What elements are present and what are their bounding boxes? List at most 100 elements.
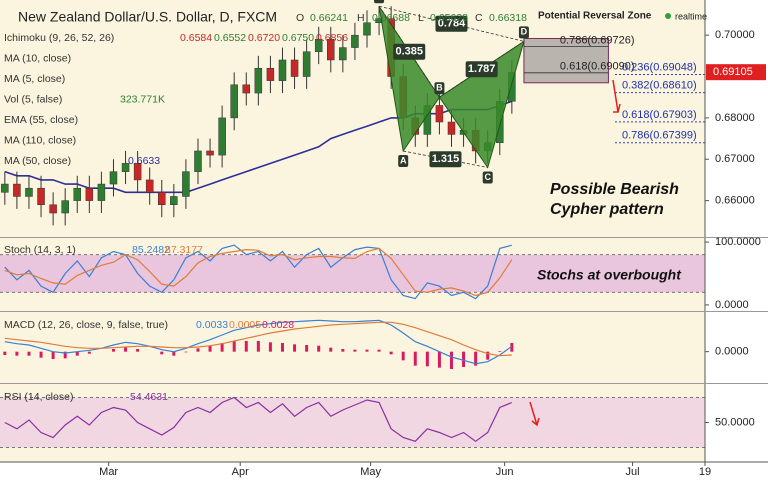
histogram-bar: [413, 351, 417, 366]
histogram-bar: [341, 349, 345, 352]
candle-body: [49, 204, 57, 214]
fib-label: 0.236(0.69048): [622, 61, 697, 73]
candle-body: [351, 34, 359, 48]
histogram-bar: [268, 342, 272, 352]
histogram-bar: [196, 348, 200, 352]
histogram-bar: [389, 351, 393, 355]
indicator-line: [4, 247, 513, 297]
ohlc: L: [418, 12, 424, 24]
candle-body: [266, 67, 275, 81]
fib-label: 0.618(0.67903): [622, 109, 697, 121]
histogram-bar: [87, 351, 91, 354]
indicator-name: MA (10, close): [4, 52, 71, 64]
histogram-bar: [280, 343, 284, 352]
point-label: D: [521, 27, 528, 37]
indicator-value: 0.0033: [196, 319, 228, 331]
annotation: Cypher pattern: [550, 201, 664, 218]
indicator-line: [4, 396, 513, 443]
y-tick-label: 0.68000: [715, 112, 755, 124]
indicator-value: 0.6584: [180, 32, 212, 44]
ratio-box: [465, 61, 498, 78]
histogram-bar: [136, 349, 140, 352]
indicator-name: MA (5, close): [4, 73, 65, 85]
indicator-name: EMA (55, close): [4, 114, 78, 126]
y-tick-label: 100.0000: [715, 236, 761, 248]
annotation: Possible Bearish: [550, 181, 679, 198]
arrow: [529, 401, 540, 427]
candle-body: [121, 163, 130, 172]
histogram-bar: [160, 351, 164, 355]
ratio-box: [393, 43, 426, 60]
candle-body: [230, 84, 238, 119]
indicator-value: 0.0005: [229, 319, 261, 331]
candle-body: [182, 171, 190, 197]
histogram-bar: [486, 351, 490, 360]
panel-title: MACD (12, 26, close, 9, false, true): [4, 319, 168, 331]
histogram-bar: [305, 345, 309, 352]
x-tick-label: Jul: [626, 466, 640, 478]
band: [0, 397, 705, 448]
point-box: [518, 26, 529, 39]
point-box: [374, 0, 385, 4]
indicator-value: 87.3177: [165, 244, 203, 256]
ohlc: 0.66318: [489, 12, 527, 24]
histogram-bar: [63, 351, 67, 359]
candle-body: [1, 183, 9, 193]
candle-body: [170, 196, 178, 205]
histogram-bar: [437, 351, 441, 368]
ohlc: C: [475, 12, 483, 24]
indicator-name: Ichimoku (9, 26, 52, 26): [4, 32, 114, 44]
last-price-label: 0.69105: [713, 66, 753, 78]
ohlc: 0.66688: [372, 12, 410, 24]
candle-body: [61, 200, 69, 214]
candle-body: [339, 47, 347, 61]
histogram-bar: [220, 343, 224, 352]
prz-level-label: 0.618(0.69090): [560, 61, 635, 73]
ratio-label: 0.385: [395, 46, 423, 58]
histogram-bar: [39, 351, 43, 358]
x-tick-label: 19: [699, 466, 711, 478]
indicator-line: [4, 321, 512, 357]
point-box: [482, 171, 493, 184]
arrow: [612, 79, 621, 113]
histogram-bar: [244, 341, 248, 352]
histogram-bar: [111, 349, 115, 352]
candle-body: [435, 105, 444, 123]
candle-body: [145, 179, 154, 193]
histogram-bar: [353, 349, 357, 352]
indicator-line: [4, 319, 513, 365]
candle-body: [97, 183, 106, 201]
realtime-label: realtime: [675, 11, 707, 21]
candle-body: [447, 121, 456, 135]
candle-body: [206, 150, 214, 156]
pattern-leg: [403, 150, 488, 168]
point-label: C: [484, 172, 491, 182]
histogram-bar: [462, 351, 466, 367]
annotation: Stochs at overbought: [537, 267, 682, 283]
x-tick-label: Mar: [99, 466, 118, 478]
candle-body: [327, 39, 335, 61]
candle-body: [242, 84, 251, 94]
ohlc: 0.65628: [430, 12, 468, 24]
point-label: X: [376, 0, 382, 2]
ohlc: H: [357, 12, 365, 24]
fib-label: 0.382(0.68610): [622, 80, 697, 92]
candle-body: [73, 187, 82, 201]
indicator-value: 323.771K: [120, 93, 165, 105]
x-tick-label: Jun: [496, 466, 514, 478]
histogram-bar: [377, 349, 381, 352]
indicator-name: Vol (5, false): [4, 93, 62, 105]
panel-title: Stoch (14, 3, 1): [4, 244, 76, 256]
histogram-bar: [293, 344, 297, 352]
histogram-bar: [124, 347, 128, 352]
y-tick-label: 0.67000: [715, 153, 755, 165]
indicator-value: 0.6633: [128, 155, 160, 167]
indicator-name: MA (50, close): [4, 155, 71, 167]
histogram-bar: [365, 349, 369, 352]
candle-body: [218, 117, 226, 156]
histogram-bar: [75, 351, 79, 356]
fib-label: 0.786(0.67399): [622, 130, 697, 142]
candle-body: [254, 67, 263, 94]
y-tick-label: 0.70000: [715, 29, 755, 41]
